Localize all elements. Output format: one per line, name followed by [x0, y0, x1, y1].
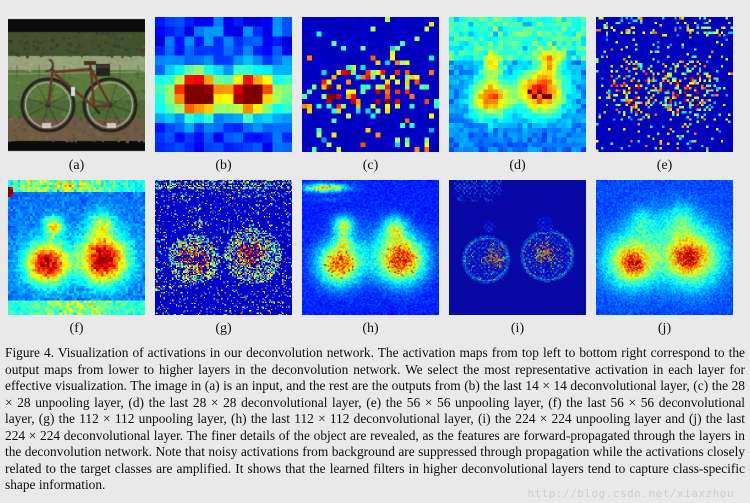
panel-i-image: [449, 180, 586, 315]
panel-b: (b): [155, 17, 292, 175]
panel-d: (d): [449, 17, 586, 175]
panel-h-image: [302, 180, 439, 315]
panel-a-image: [8, 17, 145, 152]
panel-b-image: [155, 17, 292, 152]
panel-a: (a): [8, 17, 145, 175]
panel-g: (g): [155, 180, 292, 338]
panel-e: (e): [596, 17, 733, 175]
panel-i-label: (i): [510, 321, 525, 336]
panel-g-label: (g): [215, 321, 232, 336]
panel-b-label: (b): [215, 158, 232, 173]
panel-c-image: [302, 17, 439, 152]
panel-f-label: (f): [69, 321, 84, 336]
panel-c-label: (c): [362, 158, 379, 173]
figure-caption: Figure 4. Visualization of activations i…: [5, 345, 745, 492]
panel-e-label: (e): [656, 158, 673, 173]
panel-c: (c): [302, 17, 439, 175]
panel-row-bottom: (f) (g) (h) (i) (j): [0, 180, 750, 338]
panel-h: (h): [302, 180, 439, 338]
panel-j: (j): [596, 180, 733, 338]
panel-f-image: [8, 180, 145, 315]
panel-d-label: (d): [509, 158, 526, 173]
panel-h-label: (h): [362, 321, 379, 336]
panel-a-label: (a): [68, 158, 85, 173]
panel-j-label: (j): [657, 321, 672, 336]
panel-row-top: (a) (b) (c) (d) (e): [0, 17, 750, 175]
watermark-url: http://blog.csdn.net/xiaxzhou: [527, 487, 734, 500]
panel-i: (i): [449, 180, 586, 338]
panel-j-image: [596, 180, 733, 315]
panel-e-image: [596, 17, 733, 152]
panel-g-image: [155, 180, 292, 315]
panel-f: (f): [8, 180, 145, 338]
panel-d-image: [449, 17, 586, 152]
